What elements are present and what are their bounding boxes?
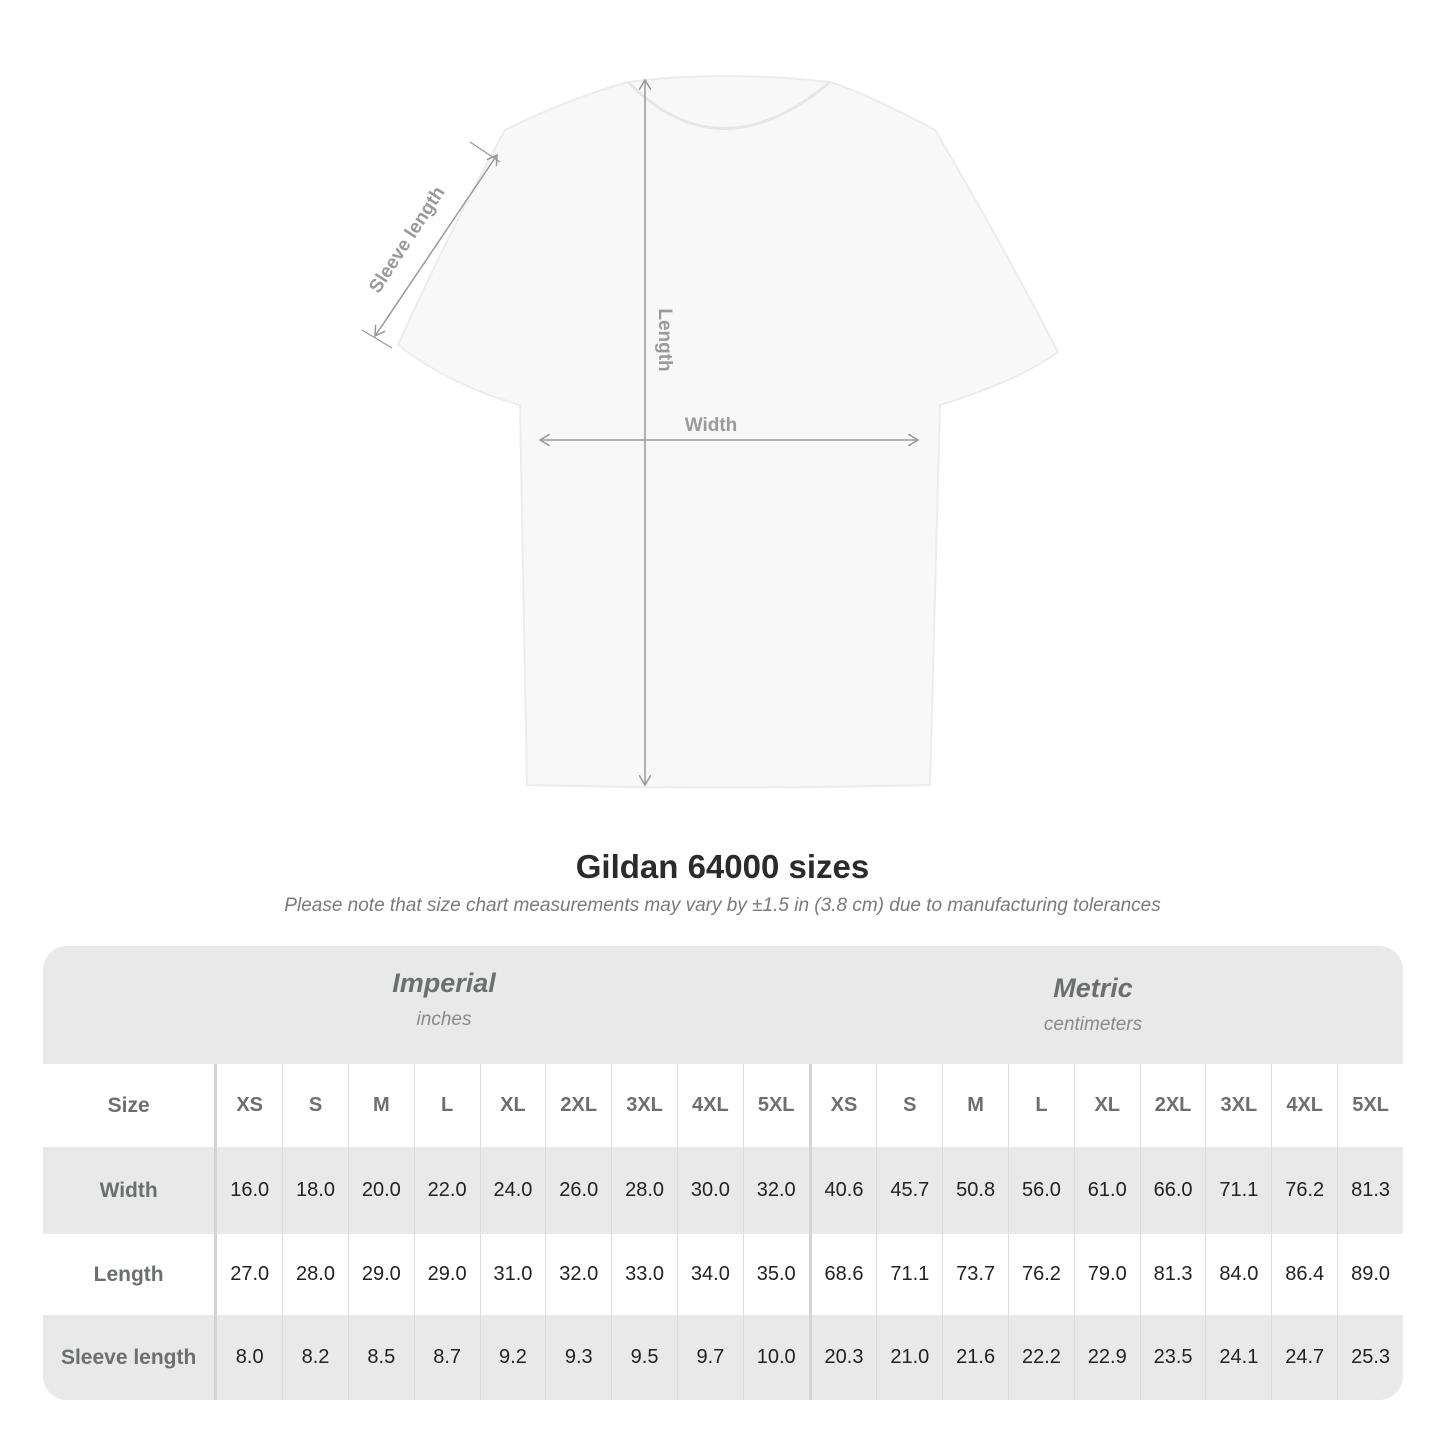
- size-table: Size XS S M L XL 2XL 3XL 4XL 5XL XS S M L XL 2XL 3XL 4XL 5…: [43, 1064, 1403, 1400]
- imperial-title: Imperial: [392, 968, 496, 998]
- size-header: Size: [107, 1093, 150, 1117]
- imperial-value: 34.0: [676, 1234, 744, 1315]
- imperial-value: 8.7: [413, 1315, 481, 1400]
- metric-value: 21.0: [876, 1315, 943, 1400]
- length-label: Length: [654, 308, 675, 371]
- row-label: Length: [93, 1262, 164, 1286]
- imperial-value: 22.0: [413, 1147, 481, 1234]
- metric-value: 68.6: [808, 1234, 877, 1315]
- metric-value: 20.3: [808, 1315, 877, 1400]
- metric-value: 71.1: [876, 1234, 943, 1315]
- imperial-value: 32.0: [545, 1234, 612, 1315]
- metric-title: Metric: [1053, 973, 1133, 1003]
- metric-value: 66.0: [1139, 1147, 1206, 1234]
- page-title: Gildan 64000 sizes: [575, 848, 870, 885]
- imperial-value: 31.0: [479, 1234, 546, 1315]
- sleeve-tick: [361, 329, 393, 349]
- metric-value: 71.1: [1205, 1147, 1272, 1234]
- table-row: Width 16.0 18.0 20.0 22.0 24.0 26.0 28.0 30.0 32.…: [43, 1147, 1403, 1234]
- imperial-size-m: M: [347, 1064, 415, 1147]
- tshirt-diagram: Sleeve length Length Width: [361, 75, 1060, 789]
- imperial-value: 35.0: [742, 1234, 811, 1315]
- imperial-value: 8.0: [214, 1315, 283, 1400]
- metric-value: 25.3: [1337, 1315, 1403, 1400]
- sleeve-arrow: [375, 155, 497, 336]
- metric-header: Metric centimeters: [893, 973, 1293, 1036]
- metric-value: 45.7: [876, 1147, 943, 1234]
- metric-value: 24.1: [1205, 1315, 1272, 1400]
- metric-value: 86.4: [1271, 1234, 1338, 1315]
- row-label: Sleeve length: [60, 1345, 197, 1369]
- imperial-value: 28.0: [282, 1234, 349, 1315]
- imperial-size-l: L: [413, 1064, 481, 1147]
- imperial-value: 26.0: [545, 1147, 612, 1234]
- metric-value: 81.3: [1139, 1234, 1206, 1315]
- width-label: Width: [685, 415, 738, 436]
- imperial-size-s: S: [282, 1064, 349, 1147]
- imperial-size-xl: XL: [479, 1064, 546, 1147]
- metric-value: 84.0: [1205, 1234, 1272, 1315]
- imperial-value: 10.0: [742, 1315, 811, 1400]
- metric-size-3xl: 3XL: [1205, 1064, 1272, 1147]
- metric-size-l: L: [1008, 1064, 1075, 1147]
- imperial-value: 9.3: [545, 1315, 612, 1400]
- metric-size-xs: XS: [808, 1064, 877, 1147]
- imperial-value: 29.0: [413, 1234, 481, 1315]
- metric-value: 50.8: [942, 1147, 1009, 1234]
- imperial-size-4xl: 4XL: [676, 1064, 744, 1147]
- metric-subtitle: centimeters: [1043, 1014, 1143, 1035]
- metric-value: 22.9: [1073, 1315, 1141, 1400]
- imperial-value: 24.0: [479, 1147, 546, 1234]
- metric-value: 61.0: [1073, 1147, 1141, 1234]
- imperial-value: 16.0: [214, 1147, 283, 1234]
- imperial-header: Imperial inches: [244, 968, 644, 1031]
- tolerance-note: Please note that size chart measurements…: [284, 895, 1161, 916]
- metric-size-s: S: [876, 1064, 943, 1147]
- imperial-subtitle: inches: [416, 1009, 472, 1030]
- imperial-size-2xl: 2XL: [545, 1064, 612, 1147]
- metric-value: 56.0: [1008, 1147, 1075, 1234]
- metric-value: 76.2: [1008, 1234, 1075, 1315]
- imperial-value: 28.0: [611, 1147, 678, 1234]
- table-row: Length 27.0 28.0 29.0 29.0 31.0 32.0 33.0 34.0 35…: [43, 1234, 1403, 1315]
- imperial-value: 8.2: [282, 1315, 349, 1400]
- row-label: Width: [99, 1178, 158, 1202]
- imperial-value: 8.5: [347, 1315, 415, 1400]
- metric-size-4xl: 4XL: [1271, 1064, 1338, 1147]
- metric-value: 89.0: [1337, 1234, 1403, 1315]
- imperial-value: 30.0: [676, 1147, 744, 1234]
- imperial-value: 29.0: [347, 1234, 415, 1315]
- collar: [626, 80, 831, 130]
- table-row: Sleeve length 8.0 8.2 8.5 8.7 9.2 9.3 9.5 9.7 10.…: [43, 1315, 1403, 1400]
- metric-value: 23.5: [1139, 1315, 1206, 1400]
- metric-value: 40.6: [808, 1147, 877, 1234]
- imperial-value: 9.2: [479, 1315, 546, 1400]
- metric-value: 76.2: [1271, 1147, 1338, 1234]
- metric-value: 21.6: [942, 1315, 1009, 1400]
- imperial-value: 9.5: [611, 1315, 678, 1400]
- metric-value: 81.3: [1337, 1147, 1403, 1234]
- size-table-panel: Imperial inches Metric centimeters Size X…: [43, 946, 1403, 1400]
- metric-value: 22.2: [1008, 1315, 1075, 1400]
- imperial-size-5xl: 5XL: [742, 1064, 811, 1147]
- table-header-row: Size XS S M L XL 2XL 3XL 4XL 5XL XS S M L XL 2XL 3XL 4XL 5…: [43, 1064, 1403, 1147]
- sleeve-tick: [469, 141, 501, 163]
- metric-value: 73.7: [942, 1234, 1009, 1315]
- imperial-value: 32.0: [742, 1147, 811, 1234]
- metric-value: 79.0: [1073, 1234, 1141, 1315]
- metric-value: 24.7: [1271, 1315, 1338, 1400]
- imperial-value: 9.7: [676, 1315, 744, 1400]
- imperial-value: 33.0: [611, 1234, 678, 1315]
- metric-size-5xl: 5XL: [1337, 1064, 1403, 1147]
- imperial-value: 18.0: [282, 1147, 349, 1234]
- metric-size-m: M: [942, 1064, 1009, 1147]
- imperial-value: 20.0: [347, 1147, 415, 1234]
- imperial-value: 27.0: [214, 1234, 283, 1315]
- metric-size-2xl: 2XL: [1139, 1064, 1206, 1147]
- metric-size-xl: XL: [1073, 1064, 1141, 1147]
- imperial-size-3xl: 3XL: [611, 1064, 678, 1147]
- imperial-size-xs: XS: [214, 1064, 283, 1147]
